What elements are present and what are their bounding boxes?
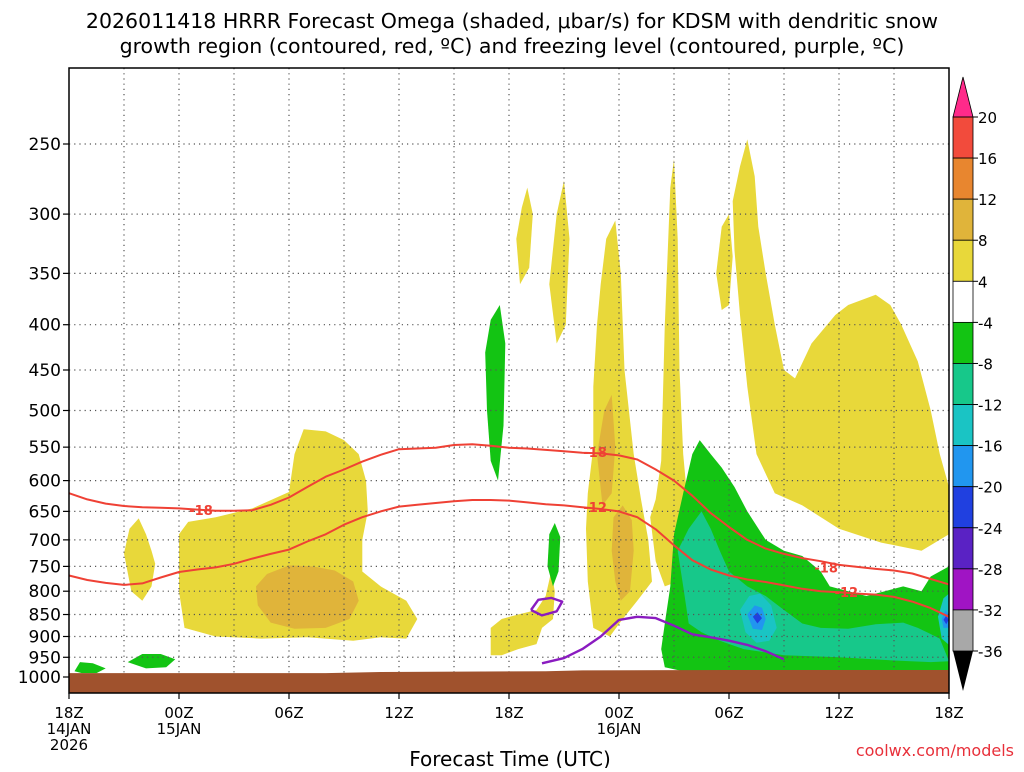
contour-label-neg18-2: -18 (814, 561, 838, 576)
colorbar-label-11: -28 (978, 561, 1003, 579)
colorbar-label-7: -12 (978, 397, 1003, 415)
y-tick-label-600: 600 (29, 472, 61, 492)
x-tick-label-5-0: 00Z (604, 704, 633, 722)
x-tick-label-0-1: 14JAN (47, 720, 92, 738)
y-tick-label-750: 750 (29, 557, 61, 577)
colorbar-label-5: -4 (978, 314, 993, 332)
contour-label-neg18-0: -18 (189, 504, 213, 519)
omega-region-12 (74, 662, 106, 674)
dgz-contour-neg12 (68, 499, 950, 618)
omega-region-11 (716, 214, 733, 310)
colorbar-box-7 (952, 404, 974, 447)
colorbar-label-10: -24 (978, 520, 1003, 538)
colorbar-top-arrow (953, 77, 973, 117)
omega-region-15 (547, 523, 561, 587)
x-tick-label-0-0: 18Z (54, 704, 83, 722)
colorbar-label-13: -36 (978, 643, 1003, 661)
dgz-contour-neg18 (68, 443, 950, 586)
y-tick-label-400: 400 (29, 316, 61, 336)
colorbar-top-arrow-outline (952, 76, 974, 118)
y-tick-label-500: 500 (29, 402, 61, 422)
y-tick-label-1000: 1000 (18, 668, 61, 688)
colorbar-label-6: -8 (978, 355, 993, 373)
contour-label-neg12-0: -12 (583, 501, 607, 516)
y-tick-label-950: 950 (29, 648, 61, 668)
contour-label-neg18-1: -18 (583, 446, 607, 461)
chart-title-line-2: growth region (contoured, red, ºC) and f… (120, 34, 905, 58)
contour-label-neg12-1: -12 (835, 586, 859, 601)
x-tick-label-7-0: 12Z (824, 704, 853, 722)
y-tick-label-300: 300 (29, 205, 61, 225)
colorbar-box-6 (952, 363, 974, 405)
y-tick-label-850: 850 (29, 606, 61, 626)
omega-region-5 (597, 394, 616, 506)
colorbar-label-1: 16 (978, 150, 997, 168)
omega-shaded-regions (74, 139, 949, 674)
freezing-level-contour-1 (530, 596, 564, 617)
y-tick-label-350: 350 (29, 264, 61, 284)
colorbar-label-2: 12 (978, 191, 997, 209)
colorbar-box-5 (952, 321, 974, 364)
y-tick-label-250: 250 (29, 135, 61, 155)
colorbar-label-4: 4 (978, 273, 988, 291)
x-tick-label-2-0: 06Z (274, 704, 303, 722)
y-tick-label-650: 650 (29, 502, 61, 522)
y-tick-label-450: 450 (29, 361, 61, 381)
colorbar-label-3: 8 (978, 232, 988, 250)
colorbar-box-9 (952, 486, 974, 529)
freezing-level-contour-0 (541, 615, 785, 665)
omega-region-9 (516, 187, 533, 285)
colorbar: 20 16 12 8 4 -4 -8 -12 -16 -20 -24 -28 -32 -36 (952, 76, 1003, 691)
omega-region-2 (256, 565, 359, 629)
x-tick-label-4-0: 18Z (494, 704, 523, 722)
colorbar-box-11 (952, 568, 974, 611)
omega-region-0 (124, 518, 156, 601)
terrain-polygon (69, 670, 949, 693)
colorbar-label-12: -32 (978, 602, 1003, 620)
colorbar-box-1 (952, 157, 974, 200)
x-axis-label: Forecast Time (UTC) (409, 747, 611, 768)
contour-lines: -18 -18 -18 -12 -12 (68, 443, 950, 665)
terrain-ground (69, 670, 949, 693)
omega-region-7 (650, 159, 687, 587)
x-tick-label-3-0: 12Z (384, 704, 413, 722)
x-tick-label-6-0: 06Z (714, 704, 743, 722)
colorbar-bottom-arrow (953, 651, 973, 691)
y-tick-label-550: 550 (29, 438, 61, 458)
x-tick-label-1-1: 15JAN (157, 720, 202, 738)
omega-region-8 (732, 139, 949, 551)
omega-region-21 (752, 612, 762, 624)
colorbar-box-8 (952, 445, 974, 488)
colorbar-box-12 (952, 609, 974, 652)
x-tick-label-0-2: 2026 (50, 736, 88, 754)
colorbar-box-4 (952, 280, 974, 323)
x-tick-label-1-0: 00Z (164, 704, 193, 722)
x-tick-label-5-1: 16JAN (597, 720, 642, 738)
colorbar-box-3 (952, 239, 974, 282)
y-tick-label-700: 700 (29, 531, 61, 551)
omega-region-3 (490, 571, 555, 656)
y-tick-label-900: 900 (29, 627, 61, 647)
colorbar-label-8: -16 (978, 438, 1003, 456)
colorbar-label-9: -20 (978, 479, 1003, 497)
y-tick-label-800: 800 (29, 582, 61, 602)
omega-region-14 (485, 305, 506, 481)
watermark-text: coolwx.com/models (856, 741, 1014, 760)
x-tick-label-8-0: 18Z (934, 704, 963, 722)
omega-region-1 (179, 429, 418, 641)
colorbar-box-0 (952, 116, 974, 159)
omega-region-6 (611, 505, 634, 601)
y-axis-tick-labels: 2503003504004505005506006507007508008509… (18, 135, 69, 688)
omega-region-4 (586, 220, 652, 637)
colorbar-label-0: 20 (978, 109, 997, 127)
colorbar-box-2 (952, 198, 974, 241)
colorbar-box-10 (952, 527, 974, 570)
chart-title-line-1: 2026011418 HRRR Forecast Omega (shaded, … (86, 9, 938, 33)
omega-region-23 (943, 615, 949, 625)
